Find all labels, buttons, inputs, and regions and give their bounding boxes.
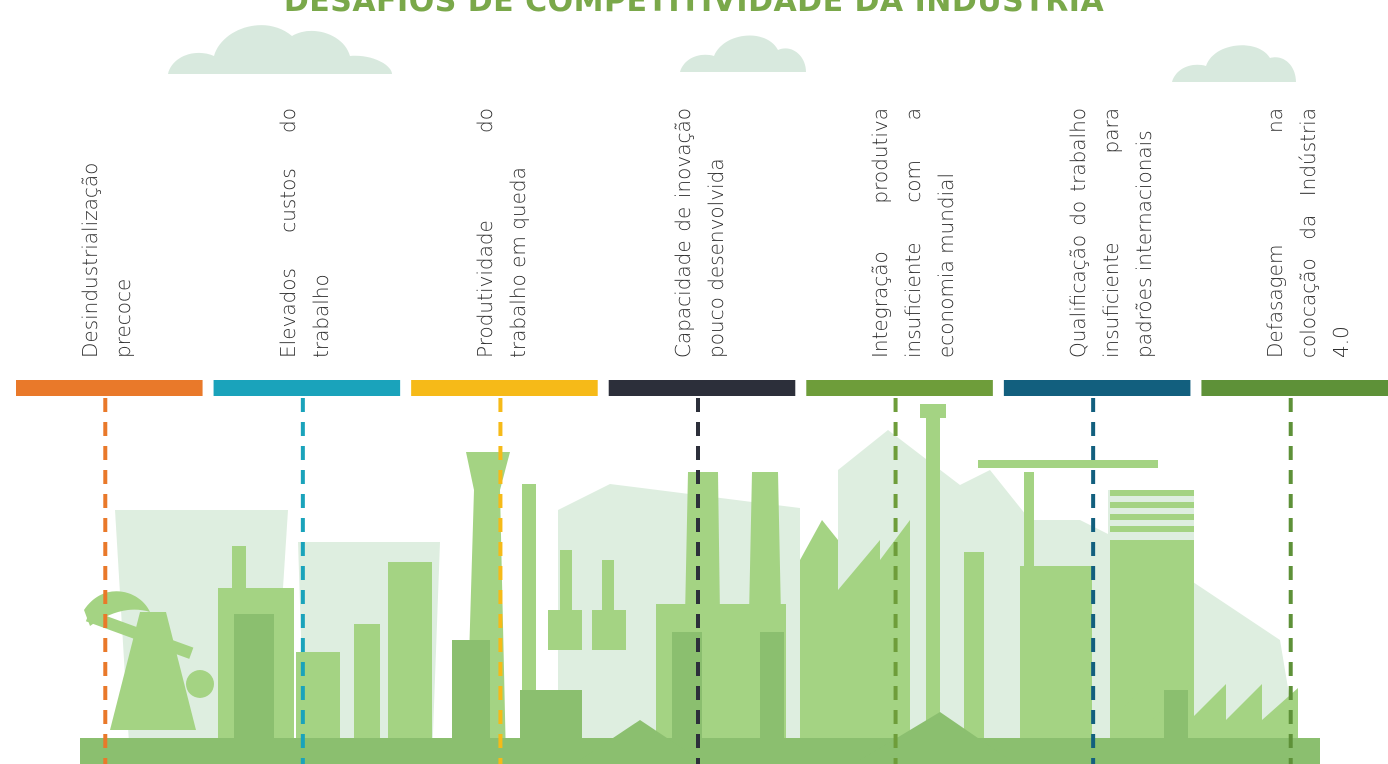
challenge-label: Integração produtiva insuficiente com a … (868, 108, 959, 358)
challenge-bar (411, 380, 598, 396)
challenge-bar (213, 380, 401, 396)
challenge-bar (608, 380, 796, 396)
challenge-bars (16, 380, 1388, 764)
challenge-label: Produtividade do trabalho em queda (473, 108, 531, 358)
challenge-label: Qualificação do trabalho insuficiente pa… (1065, 108, 1156, 358)
cloud-icon (1172, 45, 1296, 82)
challenge-bar (1003, 380, 1191, 396)
page-title: DESAFIOS DE COMPETITIVIDADE DA INDÚSTRIA (283, 0, 1105, 19)
challenge-label: Capacidade de inovação pouco desenvolvid… (670, 108, 728, 358)
challenge-label: Elevados custos do trabalho (275, 108, 333, 358)
challenge-bar (1201, 380, 1388, 396)
challenge-label: Defasagem na colocação da Indústria 4.0 (1263, 108, 1354, 358)
challenge-label: Desindustrialização precoce (78, 162, 135, 358)
cloud-icon (168, 25, 392, 74)
cloud-icon (680, 35, 806, 72)
challenge-bar (806, 380, 993, 396)
challenge-bar (16, 380, 203, 396)
